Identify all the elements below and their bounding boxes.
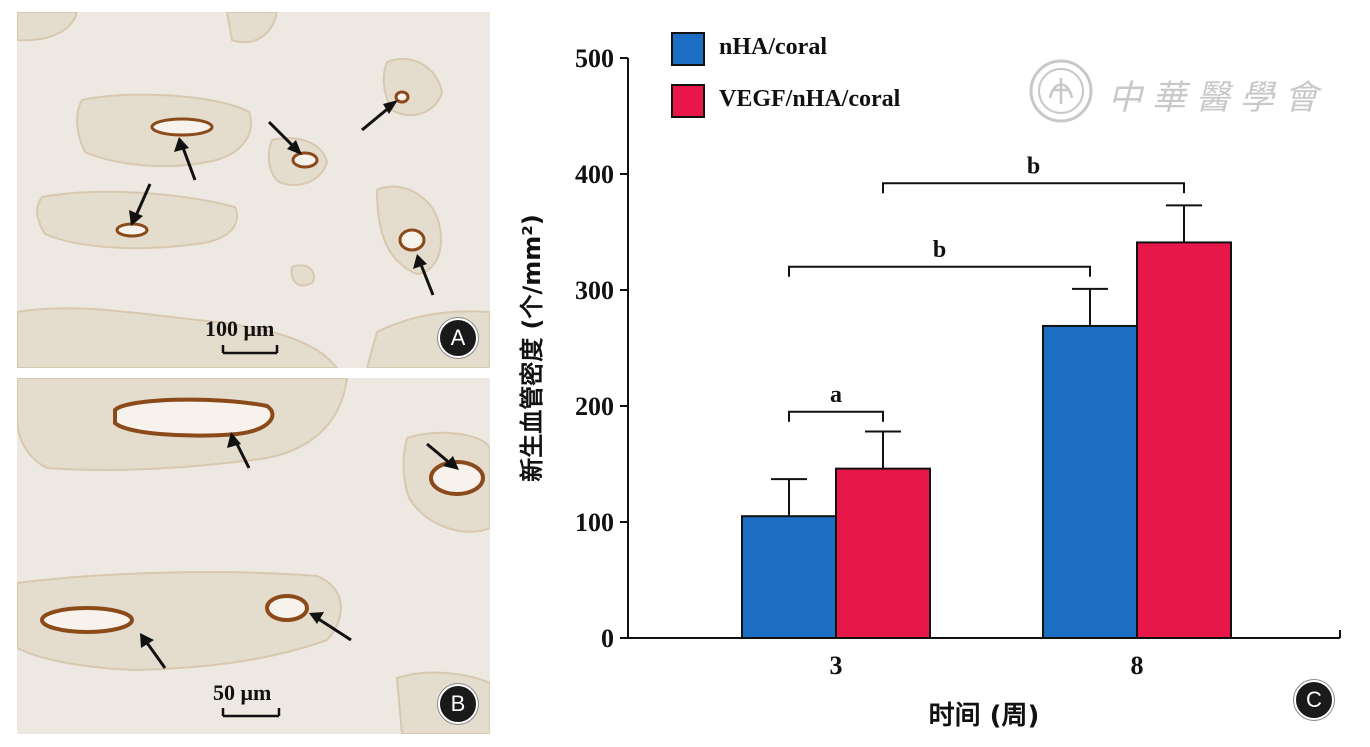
bar-nha-coral — [1042, 324, 1138, 639]
significance-label: b — [1027, 153, 1040, 179]
y-tick-label: 100 — [575, 508, 614, 537]
bar-vegf-nha-coral — [835, 467, 931, 640]
bar-nha-coral — [741, 515, 837, 640]
significance-bracket — [788, 265, 1091, 277]
panel-badge-c: C — [1294, 680, 1334, 720]
x-tick-label: 3 — [830, 651, 843, 680]
significance-bracket — [882, 182, 1185, 194]
micrograph-a-image — [17, 12, 490, 368]
legend-swatch-nha-coral — [671, 32, 705, 66]
y-axis-title: 新生血管密度 (个/mm²) — [518, 214, 546, 482]
x-tick-label: 8 — [1131, 651, 1144, 680]
y-tick-label: 0 — [601, 624, 614, 653]
y-tick-label: 300 — [575, 276, 614, 305]
micrograph-panel-b: 50 μm B — [17, 378, 490, 734]
legend-label-vegf-nha-coral: VEGF/nHA/coral — [719, 86, 901, 112]
bar-vegf-nha-coral — [1136, 241, 1232, 639]
significance-label: a — [830, 382, 842, 408]
y-tick-label: 400 — [575, 160, 614, 189]
x-axis-title: 时间 (周) — [929, 701, 1040, 731]
significance-label: b — [933, 237, 946, 263]
society-seal-icon — [1029, 59, 1093, 123]
significance-bracket — [788, 410, 884, 422]
micrograph-panel-a: 100 μm A — [17, 12, 490, 368]
watermark-text: 中華醫學會 — [1108, 78, 1328, 118]
scale-bar-label-a: 100 μm — [205, 316, 275, 341]
panel-badge-b: B — [438, 684, 478, 724]
legend-label-nha-coral: nHA/coral — [719, 34, 827, 60]
panel-badge-a: A — [438, 318, 478, 358]
y-tick-label: 500 — [575, 44, 614, 73]
legend-swatch-vegf-nha-coral — [671, 84, 705, 118]
micrograph-b-image — [17, 378, 490, 734]
scale-bar-label-b: 50 μm — [213, 680, 272, 705]
y-tick-label: 200 — [575, 392, 614, 421]
